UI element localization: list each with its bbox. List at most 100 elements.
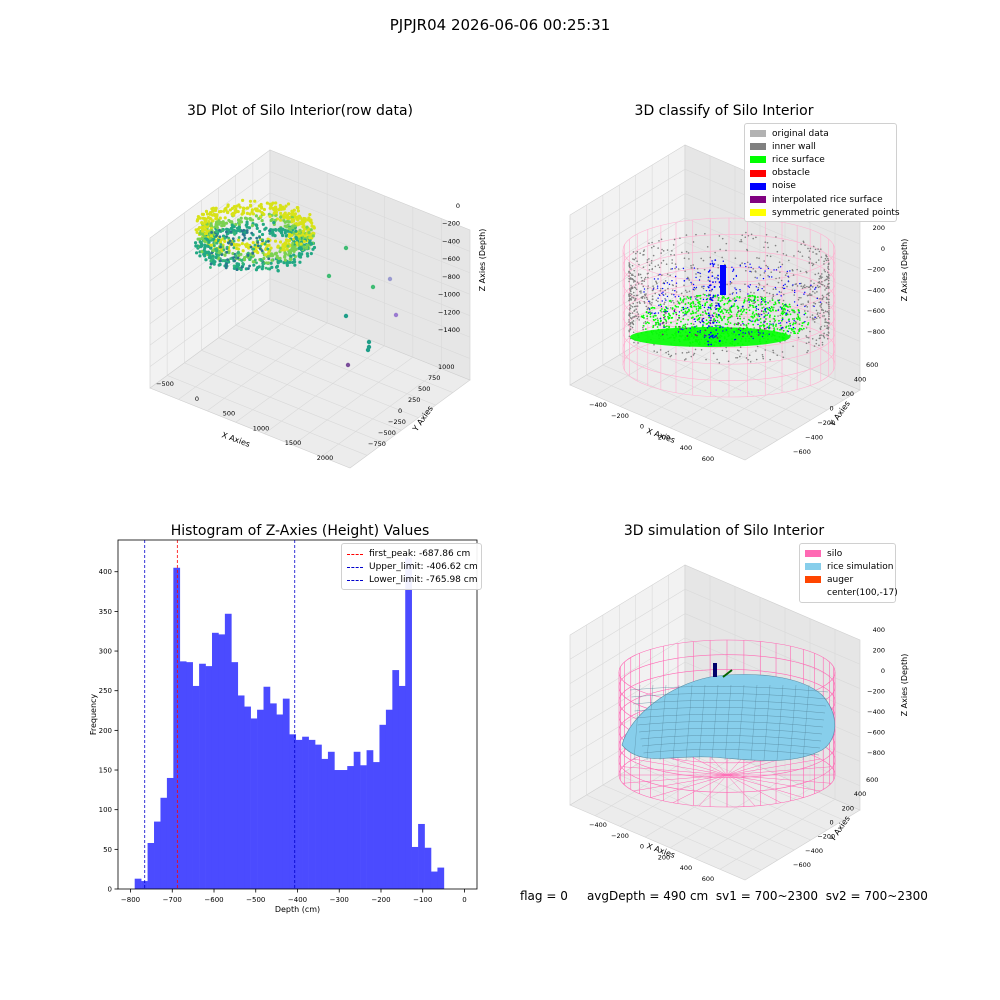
histogram-legend: first_peak: -687.86 cm Upper_limit: -406.…	[341, 543, 482, 590]
inner-wall-point	[685, 250, 688, 253]
rice-surface-point	[721, 319, 723, 322]
rice-surface-point	[757, 303, 760, 306]
rice-surface-point	[677, 301, 680, 304]
rice-surface-point	[695, 315, 698, 318]
rice-surface-point	[726, 309, 729, 312]
noise-point	[816, 297, 818, 300]
rice-surface-point	[762, 297, 765, 300]
inner-wall-point	[652, 254, 655, 257]
inner-wall-point	[669, 274, 671, 277]
raw-data-point	[309, 220, 313, 224]
grid-line	[619, 336, 736, 407]
noise-point	[662, 294, 665, 296]
inner-wall-point	[631, 278, 634, 280]
rice-surface-point	[724, 297, 727, 300]
rice-surface-point	[749, 304, 752, 307]
inner-wall-point	[695, 233, 697, 236]
rice-surface-point	[704, 304, 706, 307]
inner-wall-point	[801, 287, 804, 290]
inner-wall-point	[694, 348, 697, 351]
raw-data-point	[223, 236, 227, 240]
inner-wall-point	[778, 261, 781, 263]
noise-point	[715, 325, 717, 327]
histogram-bar	[347, 766, 354, 889]
rice-surface-point	[794, 327, 796, 330]
histogram-bar	[340, 770, 348, 889]
rice-surface-point	[702, 325, 704, 327]
rice-surface-point	[656, 326, 659, 328]
rice-surface-point	[684, 323, 687, 326]
rice-surface-point	[749, 299, 752, 301]
rice-surface-point	[789, 305, 791, 308]
noise-point	[764, 270, 766, 272]
axis-tick-label: 750	[428, 374, 440, 382]
inner-wall-point	[646, 298, 649, 300]
raw-data-point	[240, 229, 244, 233]
inner-wall-point	[811, 262, 813, 265]
noise-point	[708, 333, 711, 336]
inner-wall-point	[811, 314, 814, 316]
noise-point	[707, 340, 709, 343]
inner-wall-point	[721, 349, 724, 352]
x-tick-label: −600	[204, 896, 223, 904]
raw-data-point	[237, 225, 241, 229]
rice-surface-point	[682, 324, 685, 327]
raw-data-point	[204, 209, 209, 213]
silo-floor-line	[726, 758, 821, 776]
rice-surface-point	[698, 318, 700, 321]
raw-data-point	[248, 199, 253, 203]
grid-line	[569, 169, 686, 240]
inner-wall-point	[818, 277, 821, 280]
raw-data-point	[309, 228, 313, 232]
inner-wall-point	[657, 300, 659, 303]
inner-wall-point	[802, 303, 804, 305]
inner-wall-point	[828, 315, 830, 317]
raw-data-point	[211, 249, 215, 253]
inner-wall-point	[674, 263, 677, 265]
axis-tick-label: −200	[817, 833, 835, 841]
histogram-bar	[179, 661, 187, 889]
rice-surface-point	[765, 318, 767, 320]
inner-wall-point	[816, 284, 819, 287]
noise-point	[657, 297, 659, 299]
raw-data-point	[260, 249, 264, 253]
axis-tick-label: 200	[842, 390, 854, 398]
rice-surface-point	[773, 303, 775, 306]
raw-data-point	[261, 238, 264, 242]
rice-surface-point	[760, 324, 763, 327]
silo-floor-line	[726, 774, 756, 807]
grid-line	[235, 324, 436, 406]
noise-point	[714, 259, 717, 262]
inner-wall-point	[631, 264, 634, 267]
rice-surface-point	[736, 305, 739, 308]
inner-wall-point	[756, 345, 759, 348]
inner-wall-point	[686, 291, 688, 293]
inner-wall-point	[752, 302, 754, 305]
raw-data-point	[195, 230, 199, 235]
raw-data-point	[285, 247, 289, 251]
inner-wall-point	[641, 279, 644, 282]
inner-wall-point	[814, 302, 817, 305]
rice-mesh-line	[641, 742, 821, 749]
rice-surface-point	[662, 310, 665, 313]
inner-wall-point	[729, 293, 731, 296]
inner-wall-point	[694, 288, 697, 290]
inner-wall-point	[686, 323, 689, 326]
rice-surface-point	[712, 312, 715, 315]
rice-surface-point	[800, 328, 803, 330]
raw-data-point	[287, 235, 291, 239]
raw-3d-plot: −5000500100015002000−750−500−25002505007…	[149, 149, 487, 469]
inner-wall-point	[820, 256, 823, 258]
raw-data-point	[241, 198, 245, 202]
rice-surface-point	[665, 320, 668, 322]
rice-surface-point	[792, 322, 795, 325]
axis-tick-label: −200	[611, 832, 629, 840]
inner-wall-point	[808, 256, 810, 259]
rice-surface-point	[735, 313, 738, 316]
raw-data-point	[240, 241, 244, 246]
raw-data-point	[303, 234, 307, 238]
inner-wall-point	[688, 258, 690, 260]
inner-wall-point	[660, 262, 663, 264]
y-tick-label: 0	[108, 886, 112, 894]
noise-point	[711, 325, 713, 328]
